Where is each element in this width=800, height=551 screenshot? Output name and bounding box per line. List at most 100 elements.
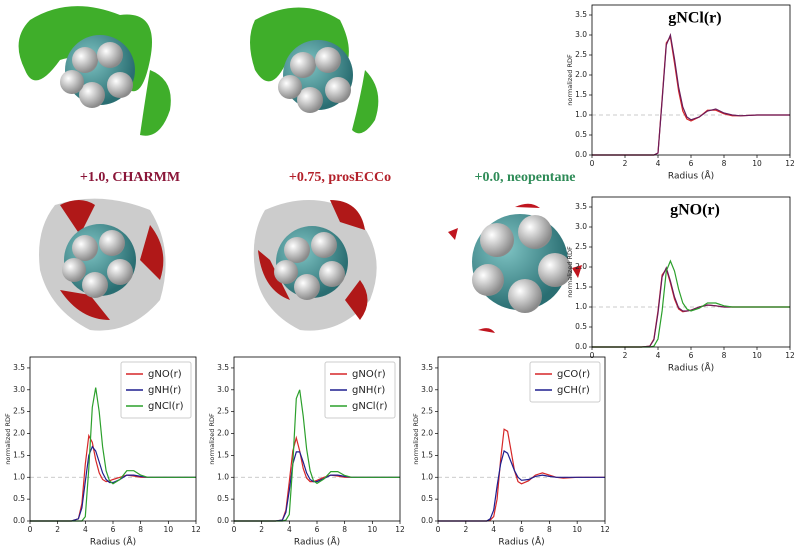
x-tick-label: 0 bbox=[232, 525, 237, 534]
chart-title: gNO(r) bbox=[670, 202, 720, 219]
x-tick-label: 2 bbox=[55, 525, 60, 534]
chart: 0 2 4 6 8 10 12 0.0 0.5 1.0 1.5 2.0 2.5 3.0 3.5 Radius … bbox=[412, 356, 610, 548]
x-tick-label: 4 bbox=[287, 525, 292, 534]
y-tick-label: 3.5 bbox=[575, 10, 587, 19]
series-line bbox=[592, 267, 790, 348]
x-axis-label: Radius (Å) bbox=[668, 362, 714, 374]
y-tick-label: 1.5 bbox=[217, 450, 229, 459]
y-tick-label: 0.5 bbox=[217, 494, 229, 503]
x-tick-label: 12 bbox=[785, 351, 795, 360]
x-tick-label: 4 bbox=[83, 525, 88, 534]
y-tick-label: 2.0 bbox=[217, 429, 229, 438]
x-axis-label: Radius (Å) bbox=[668, 170, 714, 182]
legend-box bbox=[120, 361, 192, 419]
y-tick-label: 2.5 bbox=[575, 242, 587, 251]
y-tick-label: 1.0 bbox=[575, 110, 587, 119]
x-tick-label: 8 bbox=[722, 351, 727, 360]
y-tick-label: 2.0 bbox=[421, 429, 433, 438]
plot-frame bbox=[591, 196, 791, 348]
y-tick-label: 0.0 bbox=[13, 516, 25, 525]
x-tick-label: 4 bbox=[491, 525, 496, 534]
y-tick-label: 1.0 bbox=[575, 302, 587, 311]
x-tick-label: 6 bbox=[689, 159, 694, 168]
y-tick-label: 1.5 bbox=[575, 90, 587, 99]
x-tick-label: 4 bbox=[656, 351, 661, 360]
x-tick-label: 8 bbox=[547, 525, 552, 534]
series-line bbox=[234, 451, 400, 522]
x-tick-label: 6 bbox=[315, 525, 320, 534]
x-tick-label: 8 bbox=[138, 525, 143, 534]
y-tick-label: 0.0 bbox=[575, 150, 587, 159]
x-tick-label: 6 bbox=[111, 525, 116, 534]
x-tick-label: 0 bbox=[590, 159, 595, 168]
legend-label: gNH(r) bbox=[352, 385, 385, 396]
y-tick-label: 2.0 bbox=[575, 262, 587, 271]
chart: 0 2 4 6 8 10 12 0.0 0.5 1.0 1.5 2.0 2.5 3.0 3.5 Radius … bbox=[4, 356, 201, 548]
panel-label: +0.75, prosECCo bbox=[289, 170, 391, 185]
legend-label: gNCl(r) bbox=[352, 401, 388, 412]
x-tick-label: 0 bbox=[590, 351, 595, 360]
y-tick-label: 1.5 bbox=[421, 450, 433, 459]
y-tick-label: 0.0 bbox=[421, 516, 433, 525]
molecule-render bbox=[18, 6, 379, 136]
chart-title: gNCl(r) bbox=[668, 10, 721, 27]
y-axis-label: normalized RDF bbox=[4, 413, 12, 465]
molecule-render bbox=[39, 198, 582, 333]
y-tick-label: 0.5 bbox=[575, 322, 587, 331]
y-tick-label: 3.0 bbox=[217, 385, 229, 394]
y-tick-label: 2.0 bbox=[575, 70, 587, 79]
y-tick-label: 1.0 bbox=[13, 472, 25, 481]
series-line bbox=[592, 32, 790, 156]
x-tick-label: 12 bbox=[600, 525, 610, 534]
x-tick-label: 10 bbox=[752, 351, 762, 360]
y-tick-label: 1.0 bbox=[217, 472, 229, 481]
y-tick-label: 2.5 bbox=[421, 407, 433, 416]
y-axis-label: normalized RDF bbox=[566, 246, 574, 298]
x-tick-label: 2 bbox=[259, 525, 264, 534]
y-axis-label: normalized RDF bbox=[412, 413, 420, 465]
y-tick-label: 1.5 bbox=[575, 282, 587, 291]
series-line bbox=[30, 433, 196, 522]
x-tick-label: 10 bbox=[572, 525, 582, 534]
y-tick-label: 2.0 bbox=[13, 429, 25, 438]
chart: 0 2 4 6 8 10 12 0.0 0.5 1.0 1.5 2.0 2.5 3.0 3.5 Radius … bbox=[566, 4, 795, 182]
legend-box bbox=[324, 361, 396, 419]
y-tick-label: 3.0 bbox=[421, 385, 433, 394]
x-tick-label: 4 bbox=[656, 159, 661, 168]
y-tick-label: 3.5 bbox=[421, 363, 433, 372]
y-tick-label: 0.5 bbox=[575, 130, 587, 139]
y-tick-label: 3.5 bbox=[13, 363, 25, 372]
series-line bbox=[592, 259, 790, 348]
x-tick-label: 2 bbox=[623, 351, 628, 360]
legend-label: gNO(r) bbox=[148, 369, 182, 380]
x-tick-label: 0 bbox=[28, 525, 33, 534]
series-line bbox=[234, 435, 400, 522]
y-tick-label: 0.5 bbox=[13, 494, 25, 503]
x-tick-label: 6 bbox=[519, 525, 524, 534]
x-tick-label: 8 bbox=[342, 525, 347, 534]
y-tick-label: 3.5 bbox=[217, 363, 229, 372]
x-tick-label: 2 bbox=[623, 159, 628, 168]
y-tick-label: 2.5 bbox=[13, 407, 25, 416]
chart: 0 2 4 6 8 10 12 0.0 0.5 1.0 1.5 2.0 2.5 3.0 3.5 Radius … bbox=[566, 196, 795, 374]
series-line bbox=[438, 450, 605, 522]
x-axis-label: Radius (Å) bbox=[498, 536, 544, 548]
y-tick-label: 3.0 bbox=[575, 222, 587, 231]
panel-label: +1.0, CHARMM bbox=[80, 170, 180, 185]
y-tick-label: 3.0 bbox=[13, 385, 25, 394]
x-tick-label: 12 bbox=[785, 159, 795, 168]
plot-frame bbox=[591, 4, 791, 156]
y-tick-label: 1.0 bbox=[421, 472, 433, 481]
y-axis-label: normalized RDF bbox=[566, 54, 574, 106]
x-tick-label: 10 bbox=[752, 159, 762, 168]
legend-label: gCO(r) bbox=[557, 369, 590, 380]
x-tick-label: 6 bbox=[689, 351, 694, 360]
legend-label: gNH(r) bbox=[148, 385, 181, 396]
y-tick-label: 3.5 bbox=[575, 202, 587, 211]
legend-box bbox=[529, 361, 601, 403]
legend-label: gCH(r) bbox=[557, 385, 590, 396]
y-tick-label: 2.5 bbox=[575, 50, 587, 59]
y-tick-label: 0.0 bbox=[217, 516, 229, 525]
panel-label: +0.0, neopentane bbox=[475, 170, 576, 185]
